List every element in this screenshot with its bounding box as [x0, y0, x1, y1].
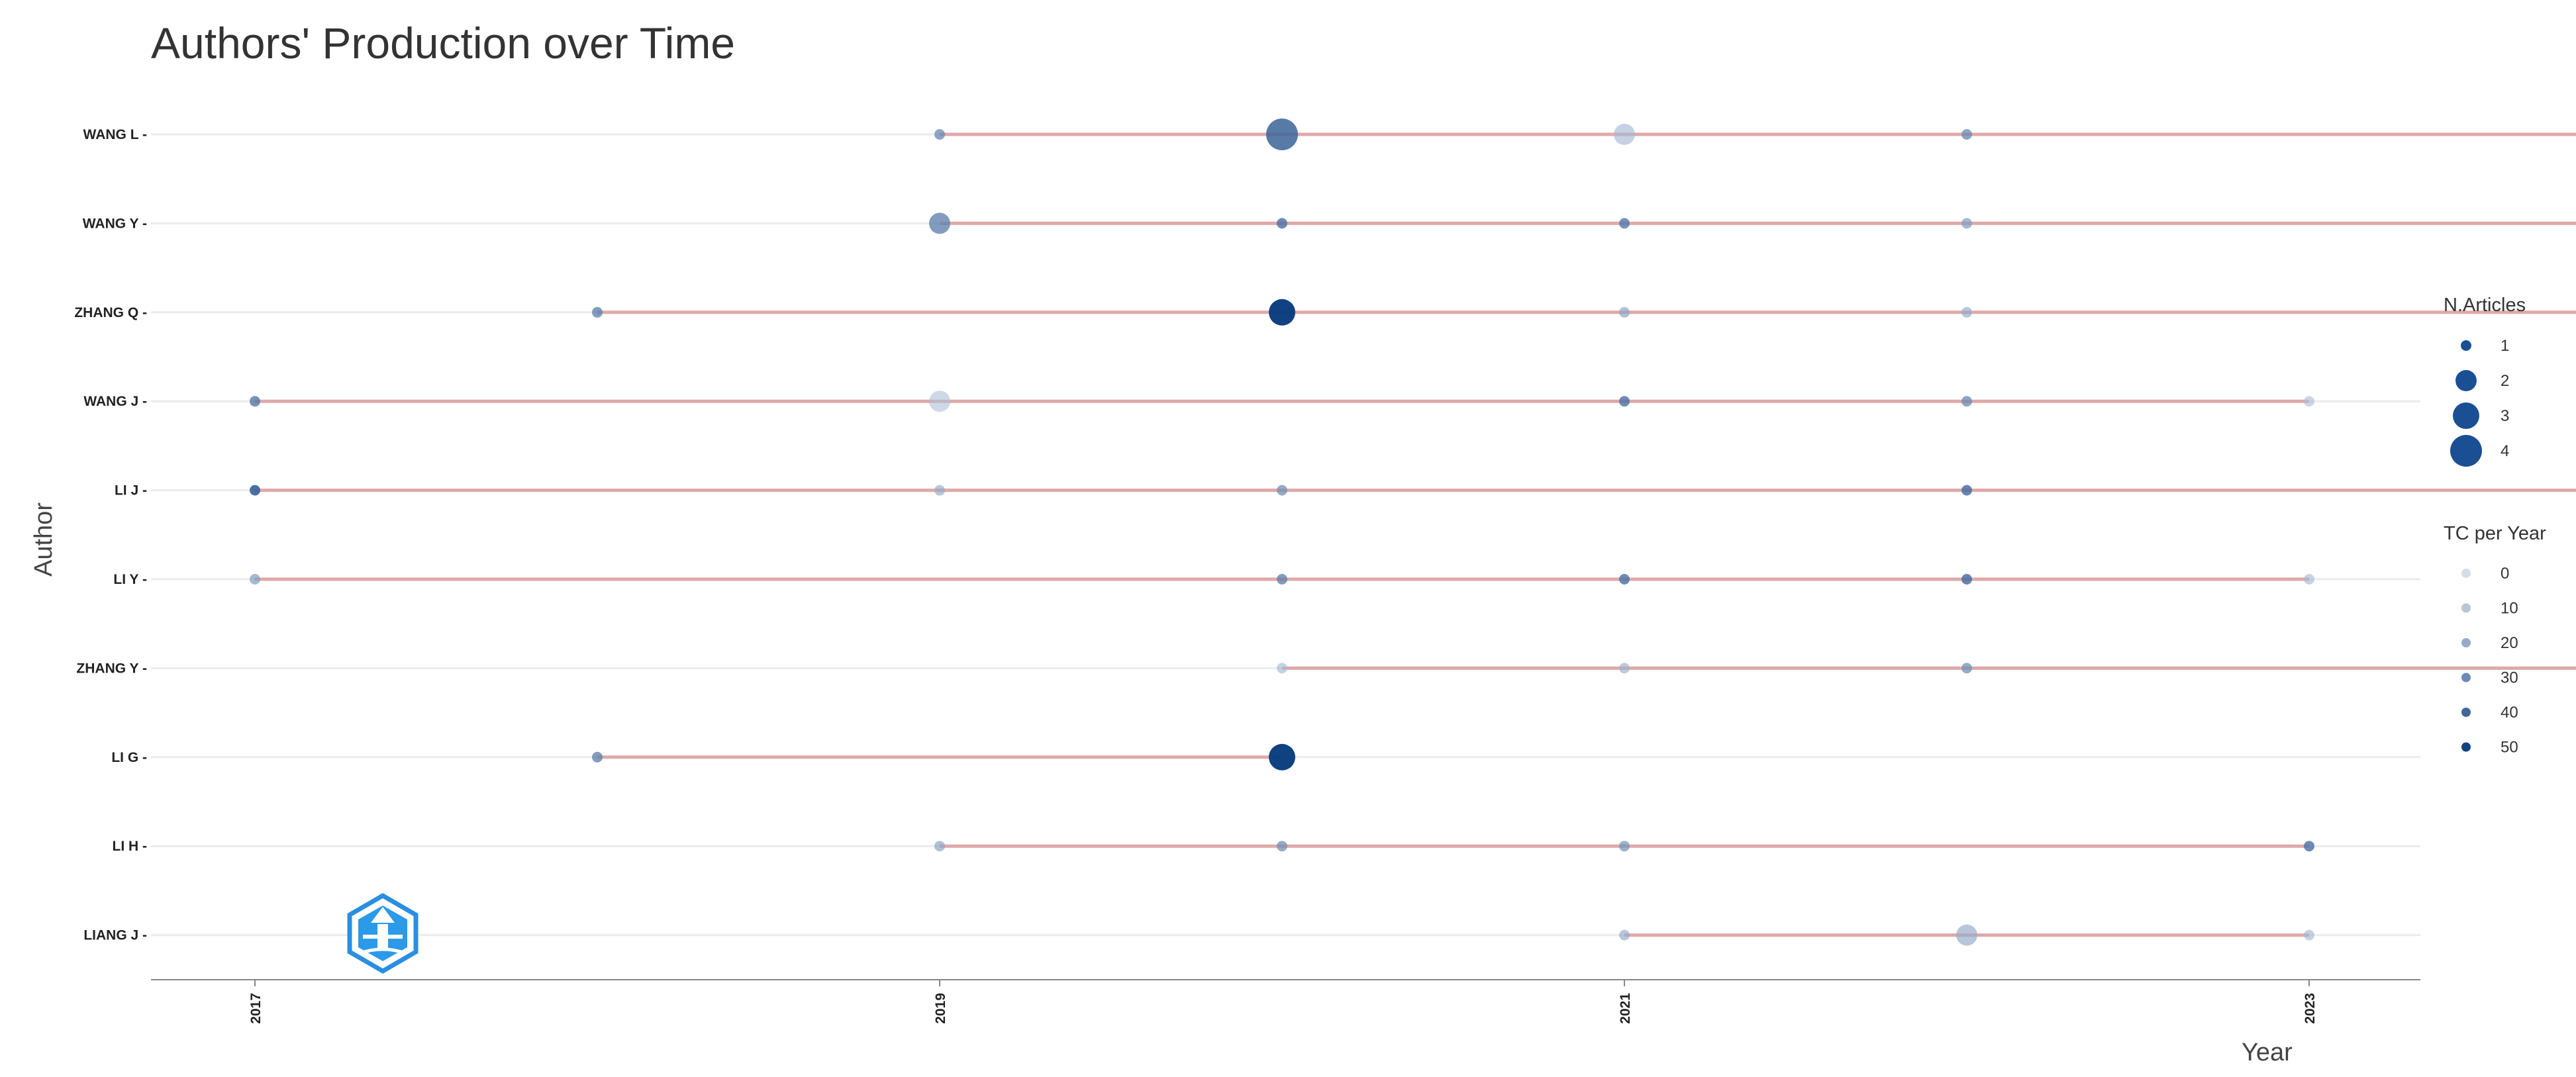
legend-color-symbol: [2461, 638, 2471, 647]
data-points: [250, 118, 2314, 946]
x-tick-label: 2017: [248, 993, 264, 1024]
legend-color-symbol: [2461, 673, 2471, 682]
author-year-point: [2304, 929, 2314, 941]
chart-title: Authors' Production over Time: [151, 19, 735, 68]
author-year-point: [592, 306, 603, 318]
legend-size-label: 4: [2501, 442, 2509, 460]
author-year-point: [250, 485, 260, 496]
legend-size-label: 2: [2501, 372, 2509, 390]
x-tick-label: 2021: [1618, 993, 1633, 1024]
legend-n-articles: N.Articles 1 2 3 4: [2444, 295, 2526, 467]
author-year-point: [1266, 118, 1298, 150]
author-year-point: [1277, 841, 1287, 852]
gridlines: [151, 133, 2420, 937]
y-tick-label: LI J -: [115, 483, 147, 498]
legend-size-symbol: [2455, 370, 2477, 391]
author-year-point: [934, 485, 945, 496]
legend-color-symbol: [2461, 603, 2471, 613]
x-tick-label: 2019: [933, 993, 948, 1024]
legend-size-title: N.Articles: [2444, 295, 2526, 316]
author-year-point: [1961, 129, 1972, 140]
legend-color-label: 30: [2501, 669, 2518, 687]
author-year-point: [1619, 841, 1630, 852]
author-year-point: [1269, 299, 1295, 326]
legend-color-label: 0: [2501, 565, 2509, 583]
author-year-point: [1269, 743, 1295, 771]
author-year-point: [1614, 124, 1635, 145]
author-year-point: [1961, 306, 1972, 318]
legend-size-symbol: [2453, 402, 2479, 429]
legend-size-symbol: [2461, 340, 2471, 351]
legend-tc-per-year: TC per Year 0 10 20 30 40 50: [2444, 523, 2546, 757]
author-year-point: [1961, 485, 1972, 496]
x-tick-label: 2023: [2303, 993, 2318, 1024]
x-axis-label: Year: [2242, 1039, 2293, 1066]
author-year-point: [1961, 663, 1972, 674]
y-tick-label: ZHANG Y -: [76, 661, 147, 676]
author-year-point: [2304, 841, 2314, 852]
legend-color-label: 10: [2501, 600, 2518, 618]
author-year-point: [929, 391, 950, 412]
legend-color-symbol: [2461, 708, 2471, 717]
author-year-point: [934, 129, 945, 140]
legend-color-symbol: [2461, 569, 2471, 578]
y-tick-label: ZHANG Q -: [74, 305, 147, 320]
timeline-segments: [255, 132, 2576, 937]
legend-size-label: 3: [2501, 407, 2509, 425]
author-year-point: [1619, 396, 1630, 407]
legend-color-label: 20: [2501, 634, 2518, 652]
y-tick-label: LI H -: [113, 839, 148, 854]
author-year-point: [934, 841, 945, 852]
author-year-point: [2304, 574, 2314, 585]
y-axis-ticks: WANG L - WANG Y - ZHANG Q - WANG J - LI J - L…: [74, 127, 147, 943]
author-year-point: [2304, 396, 2314, 407]
author-year-point: [1961, 396, 1972, 407]
x-axis-ticks: 2017 2019 2021 2023: [248, 980, 2318, 1024]
author-year-point: [592, 751, 603, 763]
y-tick-label: WANG L -: [83, 127, 147, 142]
y-tick-label: LIANG J -: [83, 928, 147, 943]
lighthouse-logo-icon: [347, 892, 419, 974]
legend-color-title: TC per Year: [2444, 523, 2546, 544]
author-year-point: [1619, 218, 1630, 229]
legend-size-label: 1: [2501, 337, 2509, 355]
author-year-point: [1961, 574, 1972, 585]
y-tick-label: WANG Y -: [83, 216, 147, 231]
legend-size-symbol: [2450, 435, 2482, 467]
y-tick-label: LI Y -: [113, 572, 147, 587]
author-year-point: [1619, 306, 1630, 318]
author-year-point: [1619, 663, 1630, 674]
legend-color-label: 50: [2501, 739, 2518, 757]
y-axis-label: Author: [30, 502, 58, 577]
author-year-point: [1277, 218, 1287, 229]
author-year-point: [1277, 485, 1287, 496]
author-year-point: [1956, 924, 1977, 946]
legend-color-label: 40: [2501, 704, 2518, 722]
author-year-point: [250, 396, 260, 407]
y-tick-label: WANG J -: [83, 394, 147, 409]
author-year-point: [1619, 574, 1630, 585]
author-year-point: [1277, 663, 1287, 674]
legend-color-symbol: [2461, 742, 2471, 752]
author-year-point: [1619, 929, 1630, 941]
author-year-point: [929, 212, 950, 234]
author-year-point: [250, 574, 260, 585]
author-year-point: [1961, 218, 1972, 229]
author-year-point: [1277, 574, 1287, 585]
y-tick-label: LI G -: [111, 750, 147, 765]
